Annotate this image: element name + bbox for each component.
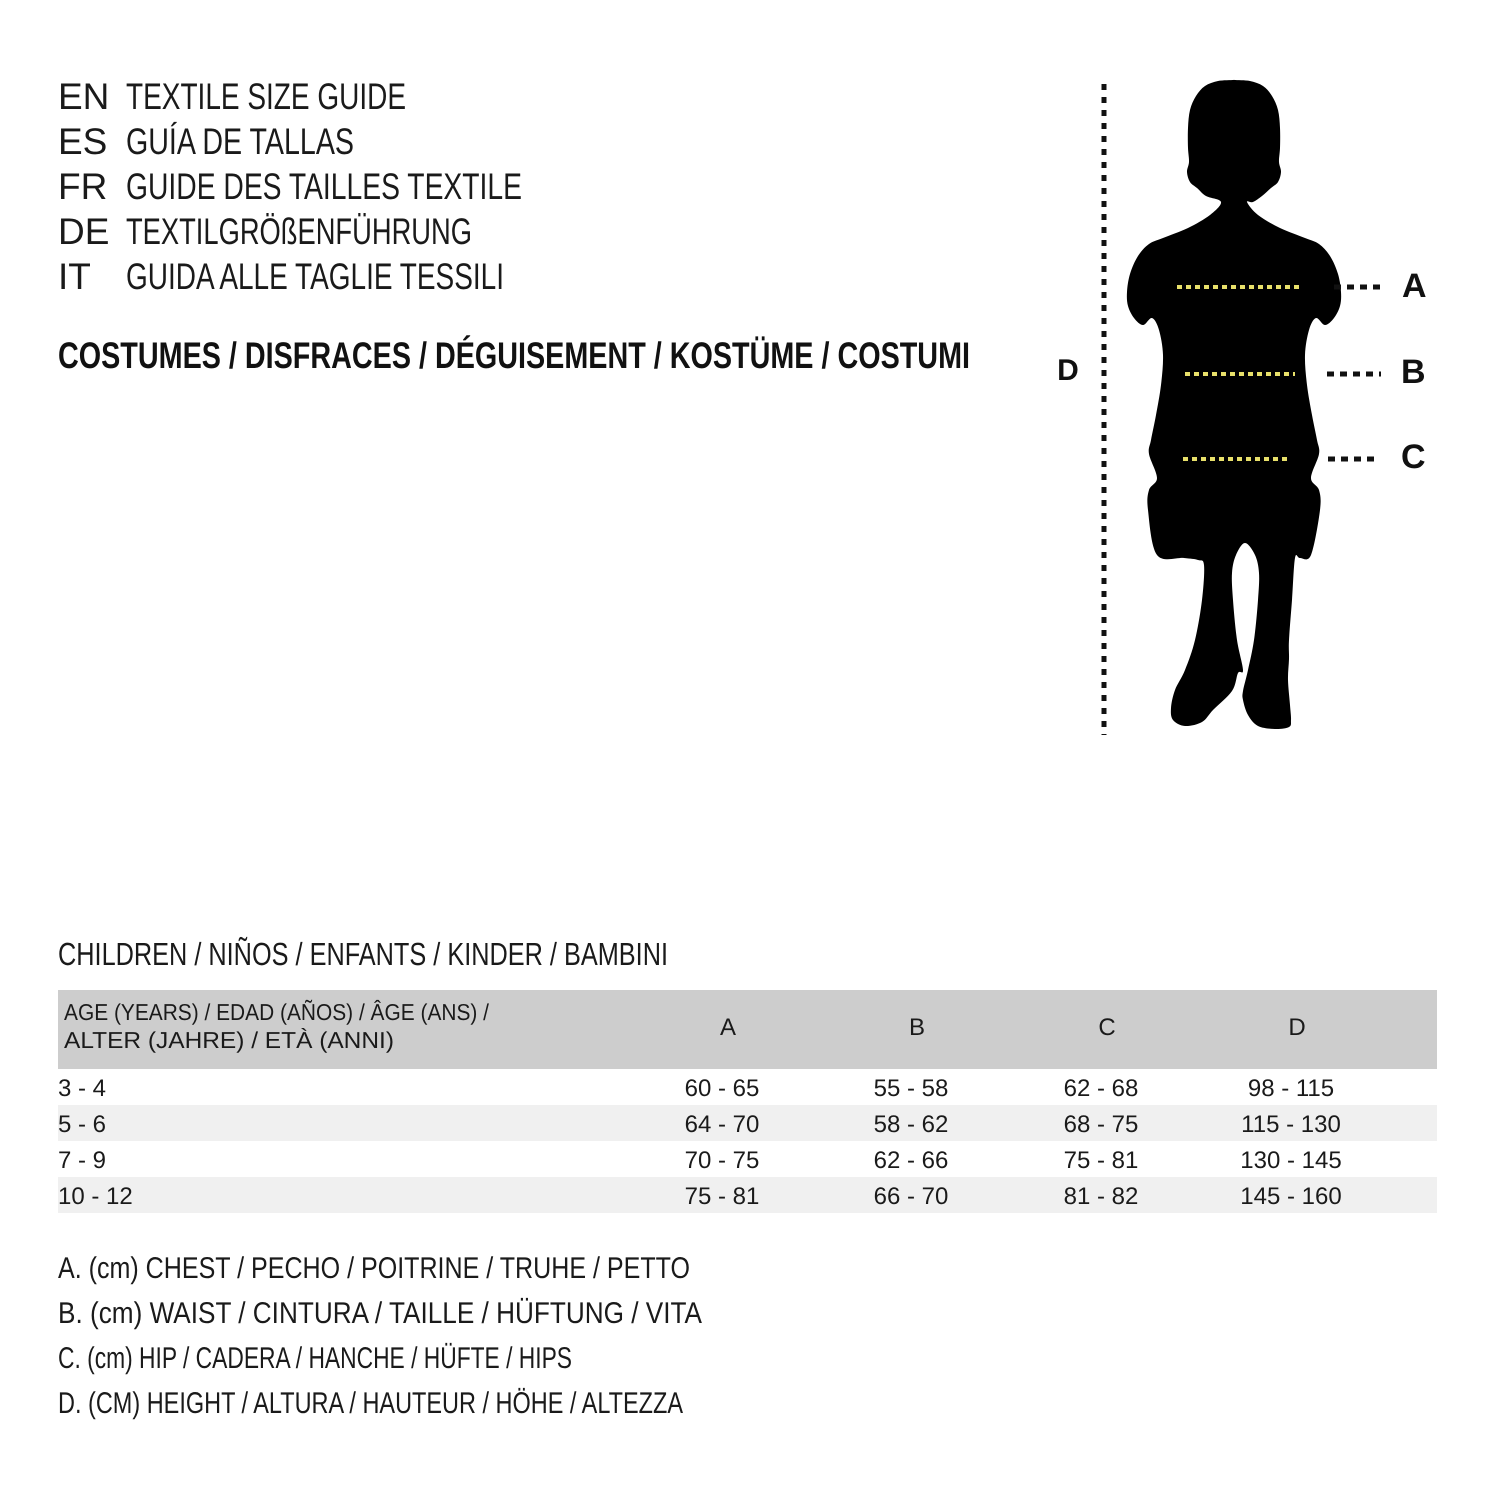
svg-text:D. (CM) HEIGHT / ALTURA / HAUT: D. (CM) HEIGHT / ALTURA / HAUTEUR / HÖHE… — [58, 1387, 683, 1420]
svg-text:C. (cm) HIP / CADERA / HANCHE: C. (cm) HIP / CADERA / HANCHE / HÜFTE / … — [58, 1342, 572, 1375]
svg-text:A. (cm) CHEST / PECHO / POITRI: A. (cm) CHEST / PECHO / POITRINE / TRUHE… — [58, 1252, 690, 1285]
svg-text:B. (cm) WAIST / CINTURA / TAIL: B. (cm) WAIST / CINTURA / TAILLE / HÜFTU… — [58, 1297, 702, 1330]
